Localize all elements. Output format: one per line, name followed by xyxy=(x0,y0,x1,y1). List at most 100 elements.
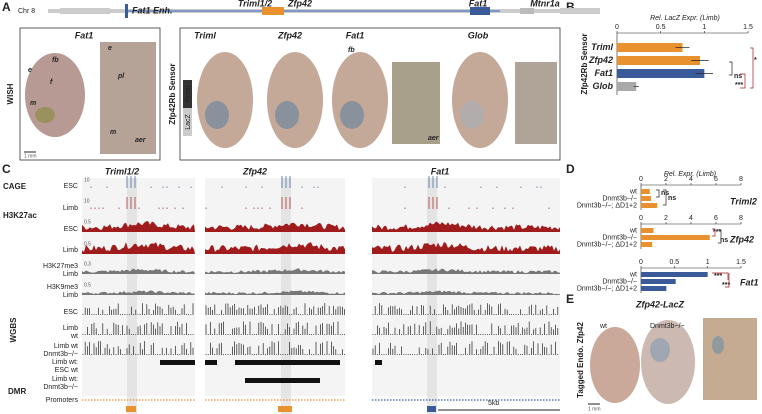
promoter xyxy=(427,406,436,412)
gene-block xyxy=(262,7,284,15)
category-label: Triml xyxy=(591,42,613,52)
enhancer xyxy=(125,4,128,18)
track-group: H3K27ac xyxy=(3,211,37,220)
track-label: Limb xyxy=(63,247,78,254)
bracket xyxy=(740,73,746,89)
x-tick-label: 8 xyxy=(739,176,743,183)
track-group: DMR xyxy=(8,387,26,396)
track-max: 0.5 xyxy=(84,241,91,247)
track-label: Limb xyxy=(63,292,78,299)
y-axis-label: Zfp42Rb Sensor xyxy=(580,33,589,94)
gene-label: Triml1/2 xyxy=(238,0,272,8)
x-tick-label: 2 xyxy=(664,215,668,222)
signal-track xyxy=(372,290,560,295)
embryo-label: Triml xyxy=(194,30,216,40)
signal-track xyxy=(205,222,345,232)
x-tick-label: 4 xyxy=(689,176,693,183)
gene-label: Fat1 xyxy=(431,166,450,176)
x-tick-label: 4 xyxy=(689,215,693,222)
lacz-box xyxy=(183,108,192,136)
annotation: e xyxy=(108,45,112,52)
promoter xyxy=(278,406,292,412)
signal-track xyxy=(90,176,192,188)
signal-track xyxy=(90,197,184,209)
bar xyxy=(617,82,637,91)
x-tick-label: 0 xyxy=(639,176,643,183)
x-tick-label: 1 xyxy=(702,24,706,31)
track-label: ESC xyxy=(64,309,78,316)
significance: * xyxy=(754,57,757,64)
genotype-label: Dnmt3b−/− xyxy=(650,323,685,330)
bar xyxy=(617,43,683,52)
embryo-photo xyxy=(25,53,85,137)
embryo-label: Zfp42 xyxy=(277,30,302,40)
category-label: Zfp42 xyxy=(588,55,613,65)
bar xyxy=(617,69,705,78)
bar xyxy=(641,189,650,194)
track-label: Limb xyxy=(63,271,78,278)
bar xyxy=(641,242,653,247)
bar xyxy=(641,272,708,277)
track-max: 0.5 xyxy=(84,282,91,288)
gene-label: Triml1/2 xyxy=(105,166,139,176)
annotation: m xyxy=(110,129,116,136)
track-label: Promoters xyxy=(46,397,79,404)
gene-label: Zfp42 xyxy=(242,166,267,176)
x-tick-label: 6 xyxy=(714,215,718,222)
x-tick-label: 0.5 xyxy=(669,259,679,266)
bar xyxy=(641,196,651,201)
scale-label: 1 mm xyxy=(588,406,601,412)
lacz-stain xyxy=(460,101,484,129)
significance: *** xyxy=(722,282,730,289)
lacz-label: LacZ xyxy=(185,113,192,129)
x-tick-label: 1.5 xyxy=(743,24,753,31)
dmr xyxy=(375,360,382,365)
category-label: Dnmt3b−/− xyxy=(602,278,637,285)
lacz-stain xyxy=(275,101,299,129)
dmr xyxy=(235,360,340,365)
annotation: aer xyxy=(135,137,147,144)
signal-track xyxy=(205,321,345,335)
x-tick-label: 1.5 xyxy=(736,259,746,266)
side-label: Tagged Endo. Zfp42 xyxy=(576,322,585,398)
category-label: Glob xyxy=(593,81,614,91)
significance: ns xyxy=(661,190,669,197)
bar xyxy=(641,228,654,233)
gene-block xyxy=(470,7,490,15)
bracket xyxy=(712,228,716,237)
significance: *** xyxy=(713,229,721,236)
panel-letter: A xyxy=(2,0,11,14)
signal-track xyxy=(205,197,303,209)
significance: *** xyxy=(714,273,722,280)
chart-title: Rel. Expr. (Limb) xyxy=(664,171,716,178)
inset-photo xyxy=(392,62,440,144)
gene-block xyxy=(60,8,110,14)
wish-title: Fat1 xyxy=(75,30,94,40)
signal-track xyxy=(221,176,319,188)
highlight xyxy=(281,178,291,414)
track-background xyxy=(82,178,195,396)
signal-track xyxy=(404,176,542,188)
signal-track xyxy=(372,341,559,355)
x-tick-label: 8 xyxy=(739,215,743,222)
signal-track xyxy=(205,290,345,295)
sensor-box xyxy=(179,27,561,161)
signal-track xyxy=(205,341,345,355)
highlight xyxy=(127,178,137,414)
panel-letter: E xyxy=(566,292,574,306)
lacz-stain xyxy=(650,338,670,362)
track-group: CAGE xyxy=(3,182,27,191)
signal-track xyxy=(404,197,550,209)
track-label: Limb wt: xyxy=(52,359,78,366)
bracket xyxy=(750,47,754,89)
gene-block xyxy=(560,8,600,14)
signal-track xyxy=(82,221,195,232)
track-label: ESC wt xyxy=(55,367,78,374)
x-tick-label: 6 xyxy=(714,176,718,183)
category-label: wt xyxy=(629,227,637,234)
bracket xyxy=(725,273,730,288)
bracket xyxy=(718,229,722,244)
lacz-stain xyxy=(340,101,364,129)
signal-track xyxy=(205,242,345,254)
